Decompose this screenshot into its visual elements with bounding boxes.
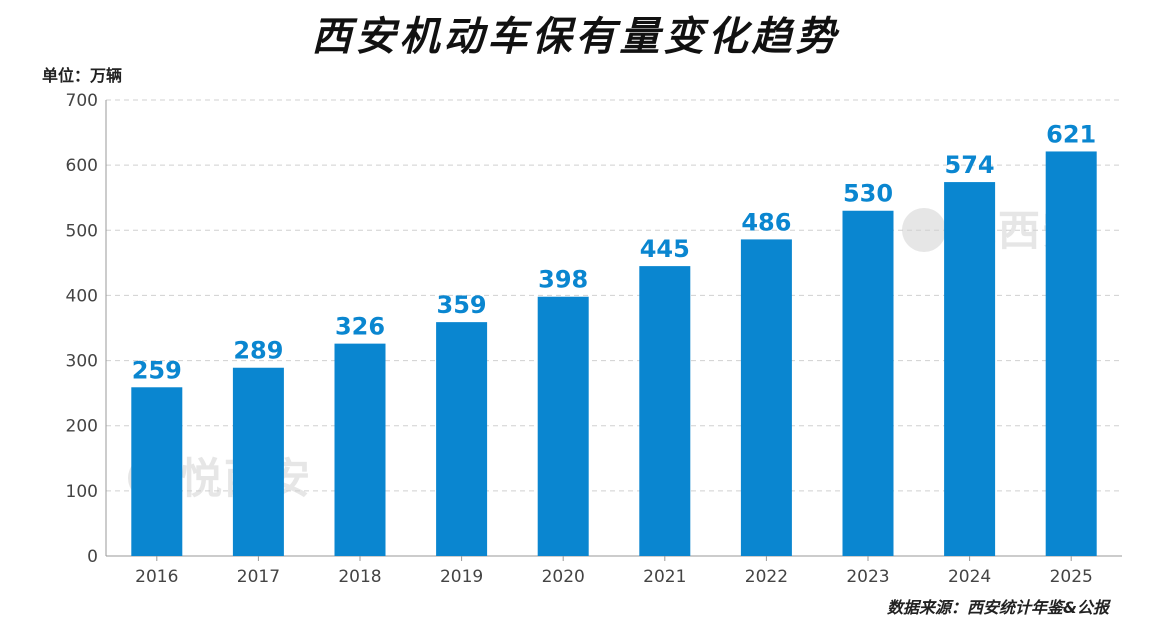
watermark-logo-icon (902, 207, 946, 252)
bar-value-label: 326 (335, 313, 385, 341)
bar-value-label: 259 (132, 356, 182, 384)
x-tick-label: 2022 (745, 567, 788, 587)
unit-label: 单位：万辆 (42, 66, 123, 85)
x-tick-label: 2018 (338, 567, 381, 587)
y-tick-label: 700 (66, 91, 98, 111)
x-tick-label: 2024 (948, 567, 991, 587)
bar-value-label: 621 (1046, 120, 1096, 148)
bar-value-label: 486 (741, 208, 791, 236)
label-layer: 259 289 326 359 398 445 486 530 574 621 (132, 120, 1097, 384)
axis-layer: 0 100 200 300 400 500 600 700 2016 2017 2018 2019 20… (66, 91, 1122, 587)
y-tick-label: 300 (66, 352, 98, 372)
x-tick-label: 2019 (440, 567, 483, 587)
bar-value-label: 574 (945, 151, 995, 179)
bar (1045, 151, 1097, 556)
x-tick-label: 2016 (135, 567, 178, 587)
bar (842, 210, 894, 556)
y-tick-label: 600 (66, 156, 98, 176)
x-tick-label: 2021 (643, 567, 686, 587)
bar (232, 367, 284, 556)
bar (537, 296, 589, 556)
x-tick-label: 2020 (542, 567, 585, 587)
x-tick-label: 2023 (846, 567, 889, 587)
bar-value-label: 289 (233, 337, 283, 365)
bar (436, 322, 488, 556)
y-tick-label: 500 (66, 221, 98, 241)
y-tick-label: 400 (66, 286, 98, 306)
x-tick-label: 2025 (1050, 567, 1093, 587)
bar-value-label: 359 (437, 291, 487, 319)
bar-value-label: 530 (843, 180, 893, 208)
bar (740, 239, 792, 557)
data-source: 数据来源：西安统计年鉴&公报 (887, 598, 1109, 617)
bar (131, 387, 183, 556)
bar (334, 343, 386, 556)
x-tick-label: 2017 (237, 567, 280, 587)
bar (944, 182, 996, 556)
y-tick-label: 0 (87, 547, 98, 567)
bar (639, 266, 691, 556)
bar-value-label: 398 (538, 266, 588, 294)
y-tick-label: 200 (66, 417, 98, 437)
y-tick-label: 100 (66, 482, 98, 502)
bar-value-label: 445 (640, 235, 690, 263)
chart-title: 西安机动车保有量变化趋势 (311, 14, 840, 60)
bar-layer (131, 151, 1097, 557)
